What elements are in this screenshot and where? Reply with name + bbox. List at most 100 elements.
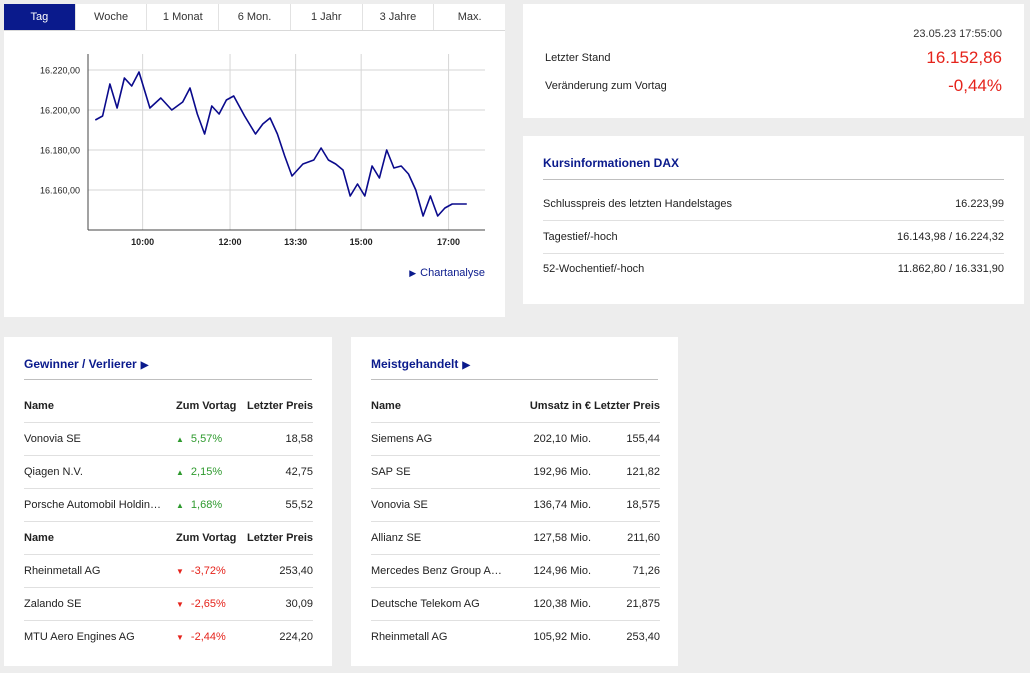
tab-1-jahr[interactable]: 1 Jahr: [291, 4, 363, 30]
stock-umsatz: 192,96 Mio.: [513, 455, 591, 489]
tab-1-monat[interactable]: 1 Monat: [147, 4, 220, 30]
meistgehandelt-panel: Meistgehandelt ▶ Name Umsatz in € Letzter…: [351, 337, 678, 666]
tab-tag[interactable]: Tag: [4, 4, 76, 30]
kurs-row-value: 16.143,98 / 16.224,32: [896, 231, 1004, 243]
meistgehandelt-table: Name Umsatz in € Letzter Preis Siemens A…: [371, 390, 660, 653]
table-row[interactable]: Allianz SE 127,58 Mio. 211,60: [371, 521, 660, 555]
kurs-row-value: 11.862,80 / 16.331,90: [897, 263, 1004, 275]
kurs-row-label: Tagestief/-hoch: [543, 231, 618, 243]
triangle-up-icon: ▲: [176, 468, 184, 477]
table-row[interactable]: SAP SE 192,96 Mio. 121,82: [371, 455, 660, 489]
kursinformationen-panel: Kursinformationen DAX Schlusspreis des l…: [523, 136, 1024, 304]
x-tick-label: 15:00: [350, 237, 373, 247]
gewinner-verlierer-title[interactable]: Gewinner / Verlierer ▶: [24, 357, 148, 371]
stock-name[interactable]: Qiagen N.V.: [24, 466, 83, 479]
table-row[interactable]: Mercedes Benz Group AG … 124,96 Mio. 71,…: [371, 554, 660, 588]
stock-name[interactable]: Vonovia SE: [24, 433, 81, 446]
table-row[interactable]: Zalando SE ▼ -2,65% 30,09: [24, 587, 313, 621]
triangle-up-icon: ▲: [176, 501, 184, 510]
triangle-down-icon: ▼: [176, 567, 184, 576]
table-row[interactable]: Vonovia SE 136,74 Mio. 18,575: [371, 488, 660, 522]
y-tick-label: 16.200,00: [40, 106, 80, 116]
play-triangle-icon: ▶: [140, 360, 149, 371]
table-row[interactable]: Qiagen N.V. ▲ 2,15% 42,75: [24, 455, 313, 489]
meistgehandelt-title[interactable]: Meistgehandelt ▶: [371, 357, 470, 371]
gewinner-divider: [24, 379, 312, 380]
stock-umsatz: 136,74 Mio.: [513, 488, 591, 522]
chart-panel: Tag Woche 1 Monat 6 Mon. 1 Jahr 3 Jahre …: [4, 4, 505, 317]
col-letzter-preis: Letzter Preis: [246, 521, 313, 555]
play-triangle-icon: ▶: [409, 268, 417, 278]
quote-panel: 23.05.23 17:55:00 Letzter Stand 16.152,8…: [523, 4, 1024, 118]
stock-umsatz: 127,58 Mio.: [513, 521, 591, 555]
stock-name[interactable]: Siemens AG: [371, 433, 433, 446]
stock-change: -2,65%: [190, 598, 226, 610]
col-name: Name: [371, 390, 513, 423]
stock-price: 224,20: [279, 631, 313, 643]
x-tick-label: 12:00: [219, 237, 242, 247]
stock-price: 211,60: [591, 521, 660, 555]
y-tick-label: 16.220,00: [40, 66, 80, 76]
table-row[interactable]: Porsche Automobil Holding… ▲ 1,68% 55,52: [24, 488, 313, 522]
gewinner-verlierer-table: Name Zum Vortag Letzter Preis Vonovia SE…: [24, 390, 313, 653]
stock-name[interactable]: Rheinmetall AG: [371, 631, 448, 644]
tab-6-mon[interactable]: 6 Mon.: [219, 4, 291, 30]
table-row[interactable]: Rheinmetall AG 105,92 Mio. 253,40: [371, 621, 660, 654]
stock-name[interactable]: Vonovia SE: [371, 499, 428, 512]
change-value: -0,44%: [948, 76, 1002, 95]
stock-name[interactable]: Mercedes Benz Group AG …: [371, 565, 509, 578]
stock-umsatz: 120,38 Mio.: [513, 587, 591, 621]
x-tick-label: 10:00: [131, 237, 154, 247]
stock-price: 55,52: [246, 488, 313, 522]
stock-name[interactable]: Allianz SE: [371, 532, 422, 545]
col-letzter-preis: Letzter Preis: [246, 390, 313, 423]
kurs-row-tagestief: Tagestief/-hoch 16.143,98 / 16.224,32: [543, 221, 1004, 254]
table-row[interactable]: Deutsche Telekom AG 120,38 Mio. 21,875: [371, 587, 660, 621]
stock-name[interactable]: Porsche Automobil Holding…: [24, 499, 162, 512]
stock-change: 2,15%: [190, 466, 223, 478]
stock-name[interactable]: Zalando SE: [24, 598, 82, 611]
stock-name[interactable]: Deutsche Telekom AG: [371, 598, 480, 611]
last-value: 16.152,86: [926, 48, 1002, 67]
stock-price: 155,44: [591, 422, 660, 456]
stock-price: 18,58: [246, 422, 313, 456]
stock-price: 253,40: [626, 631, 660, 643]
stock-price: 253,40: [246, 554, 313, 588]
triangle-up-icon: ▲: [176, 435, 184, 444]
x-tick-label: 17:00: [437, 237, 460, 247]
stock-umsatz: 124,96 Mio.: [513, 554, 591, 588]
tab-woche[interactable]: Woche: [76, 4, 148, 30]
quote-timestamp: 23.05.23 17:55:00: [913, 28, 1002, 40]
chartanalyse-link[interactable]: ▶ Chartanalyse: [409, 267, 485, 279]
tab-3-jahre[interactable]: 3 Jahre: [363, 4, 435, 30]
kurs-row-label: Schlusspreis des letzten Handelstages: [543, 198, 732, 210]
kurs-row-value: 16.223,99: [955, 198, 1004, 210]
stock-change: -2,44%: [190, 631, 226, 643]
stock-price: 30,09: [246, 587, 313, 621]
stock-name[interactable]: Rheinmetall AG: [24, 565, 101, 578]
y-tick-label: 16.160,00: [40, 186, 80, 196]
kurs-row-label: 52-Wochentief/-hoch: [543, 263, 645, 275]
gewinner-verlierer-panel: Gewinner / Verlierer ▶ Name Zum Vortag Le…: [4, 337, 332, 666]
kurs-row-52wochen: 52-Wochentief/-hoch 11.862,80 / 16.331,9…: [543, 253, 1004, 285]
table-row[interactable]: MTU Aero Engines AG ▼ -2,44% 224,20: [24, 621, 313, 654]
stock-umsatz: 105,92 Mio.: [533, 631, 591, 643]
tab-max[interactable]: Max.: [457, 11, 482, 23]
table-row[interactable]: Siemens AG 202,10 Mio. 155,44: [371, 422, 660, 456]
stock-price: 18,575: [591, 488, 660, 522]
table-header-row: Name Umsatz in € Letzter Preis: [371, 390, 660, 423]
table-row[interactable]: Rheinmetall AG ▼ -3,72% 253,40: [24, 554, 313, 588]
last-value-row: Letzter Stand 16.152,86: [545, 48, 1002, 68]
timeframe-tabs: Tag Woche 1 Monat 6 Mon. 1 Jahr 3 Jahre …: [4, 4, 505, 31]
triangle-down-icon: ▼: [176, 600, 184, 609]
intraday-chart[interactable]: 16.160,00 16.180,00 16.200,00 16.220,00 10:0…: [4, 34, 505, 259]
stock-price: 42,75: [246, 455, 313, 489]
table-header-row: Name Zum Vortag Letzter Preis: [24, 390, 313, 423]
last-value-label: Letzter Stand: [545, 52, 611, 64]
stock-name[interactable]: MTU Aero Engines AG: [24, 631, 135, 644]
col-letzter-preis: Letzter Preis: [591, 390, 660, 423]
stock-change: -3,72%: [190, 565, 226, 577]
meistgehandelt-title-text: Meistgehandelt: [371, 357, 459, 371]
stock-name[interactable]: SAP SE: [371, 466, 411, 479]
table-row[interactable]: Vonovia SE ▲ 5,57% 18,58: [24, 422, 313, 456]
